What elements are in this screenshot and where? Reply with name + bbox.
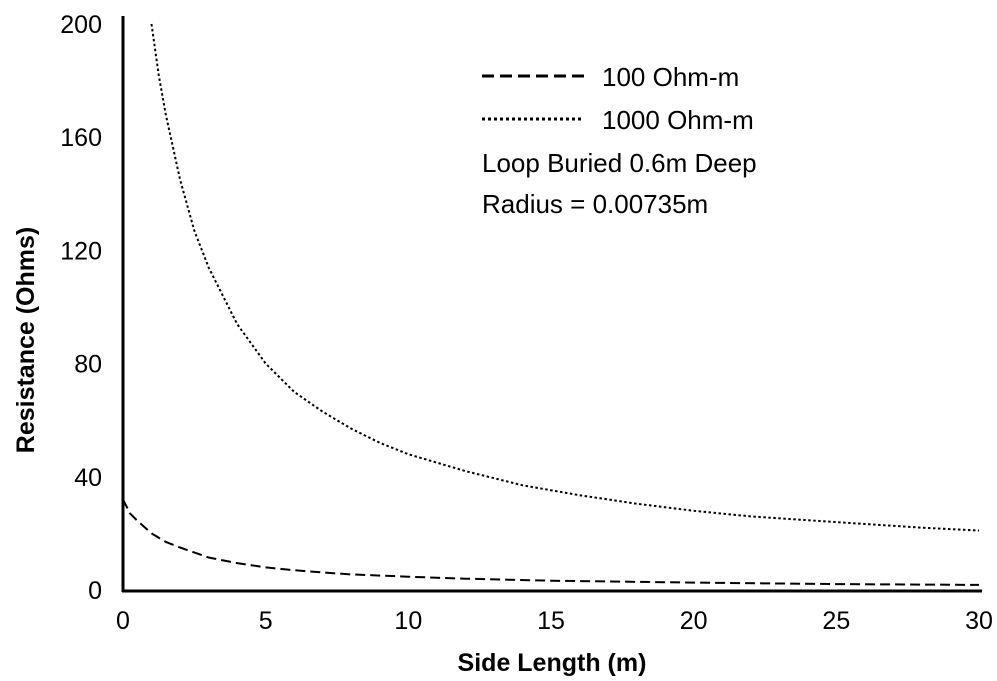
y-tick-label: 120 — [60, 237, 102, 265]
x-tick-label: 0 — [116, 607, 130, 635]
y-tick-label: 0 — [88, 577, 102, 605]
x-tick-label: 30 — [965, 607, 993, 635]
x-tick-label: 20 — [680, 607, 708, 635]
x-tick-label: 25 — [822, 607, 850, 635]
x-tick-label: 10 — [394, 607, 422, 635]
legend: 100 Ohm-m 1000 Ohm-m Loop Buried 0.6m De… — [482, 62, 757, 219]
y-tick-label: 160 — [60, 124, 102, 152]
y-tick-labels: 0 40 80 120 160 200 — [60, 11, 102, 605]
legend-label-100-ohm-m: 100 Ohm-m — [602, 62, 739, 92]
annotation-loop-depth: Loop Buried 0.6m Deep — [482, 148, 757, 178]
plot-area — [122, 23, 980, 586]
x-tick-label: 15 — [537, 607, 565, 635]
annotation-radius: Radius = 0.00735m — [482, 189, 708, 219]
x-tick-label: 5 — [259, 607, 273, 635]
y-axis-title: Resistance (Ohms) — [12, 227, 40, 453]
y-tick-label: 40 — [74, 464, 102, 492]
legend-label-1000-ohm-m: 1000 Ohm-m — [602, 105, 754, 135]
y-tick-label: 80 — [74, 351, 102, 379]
x-tick-labels: 0 5 10 15 20 25 30 — [116, 607, 993, 635]
y-tick-label: 200 — [60, 11, 102, 39]
series-line-dotted — [150, 23, 980, 532]
series-line-dashed — [122, 498, 980, 586]
x-axis-title: Side Length (m) — [458, 649, 647, 677]
